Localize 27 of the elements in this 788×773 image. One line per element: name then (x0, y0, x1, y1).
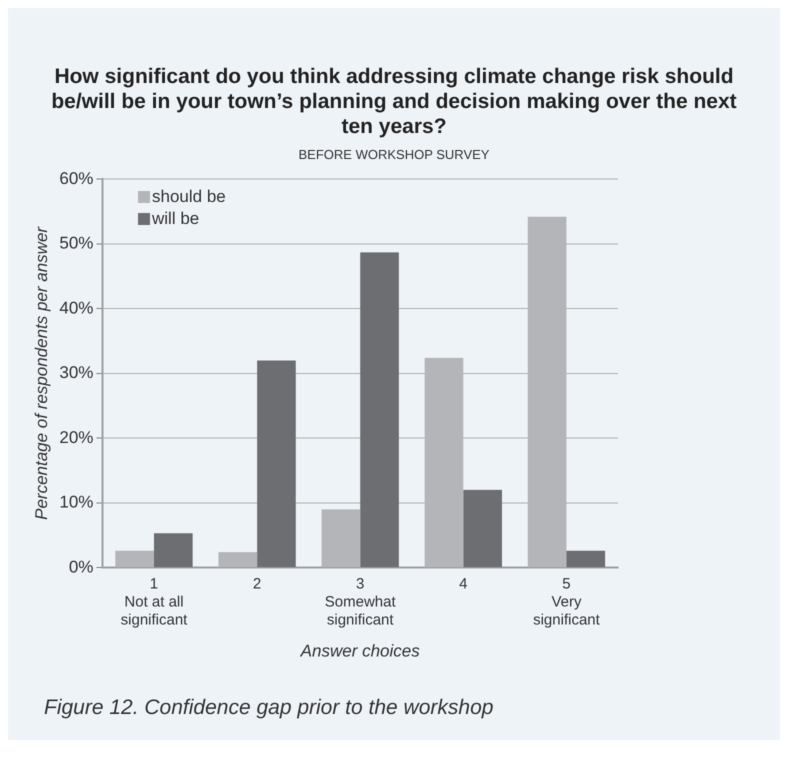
y-axis-title: Percentage of respondents per answer (32, 226, 51, 520)
bar (218, 552, 258, 568)
x-tick-label: 3 Somewhat significant (324, 576, 396, 629)
x-tick-label: 4 (459, 576, 468, 593)
y-tick-label: 10% (59, 492, 94, 512)
y-tick-label: 50% (59, 234, 94, 253)
y-tick-label: 60% (59, 168, 94, 188)
bar (566, 550, 606, 568)
bar (322, 509, 360, 568)
bar (257, 360, 296, 568)
y-tick-label: 20% (59, 428, 94, 447)
bar (463, 490, 502, 568)
x-axis-title: Answer choices (300, 642, 420, 661)
caption: Figure 12. Confidence gap prior to the workshop (44, 696, 494, 720)
bar (360, 252, 399, 568)
chart-subtitle: BEFORE WORKSHOP SURVEY (298, 147, 490, 162)
y-tick-label: 30% (59, 363, 94, 382)
legend-label: should be (152, 186, 226, 208)
x-tick-label: 5 Very significant (533, 576, 601, 629)
y-tick-label: 40% (59, 298, 94, 318)
y-tick-label: 0% (68, 557, 94, 576)
bar (154, 533, 193, 568)
chart-title: How significant do you think addressing climate change risk should be/will be in your town’s planning and decision making over the next ten years? (50, 64, 738, 139)
legend-label: will be (152, 208, 200, 230)
x-tick-label: 2 (252, 576, 262, 593)
x-tick-label: 1 Not at all significant (120, 576, 188, 629)
bar (115, 550, 154, 568)
